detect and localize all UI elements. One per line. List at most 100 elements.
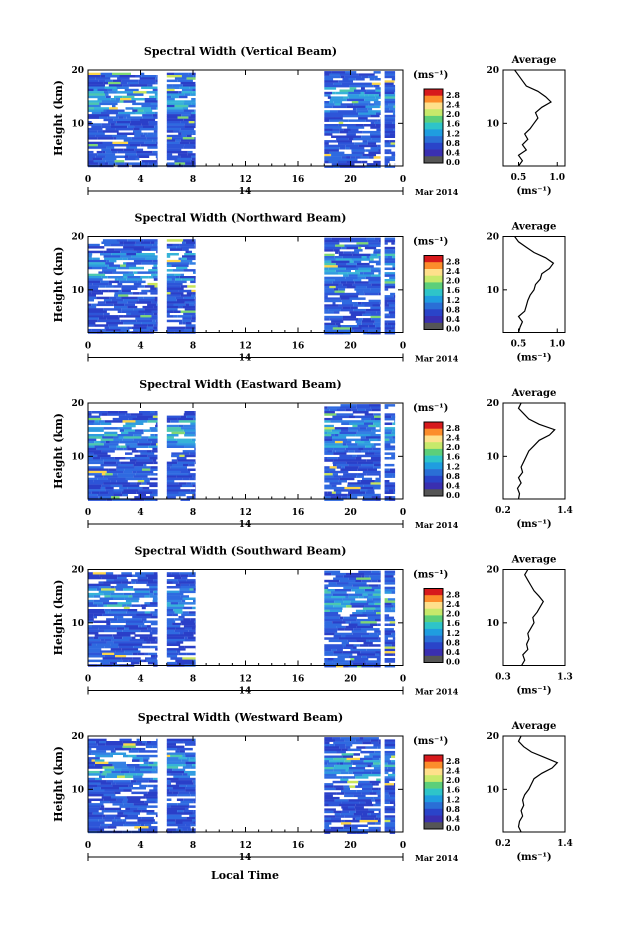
x-tick-label: 0 [400, 841, 406, 851]
heatmap-cell [166, 141, 180, 145]
heatmap-cell [104, 807, 122, 811]
avg-x-tick-label: 1.0 [549, 340, 565, 350]
heatmap-cell [360, 480, 375, 483]
heatmap-cell [341, 584, 353, 587]
heatmap-cell [378, 739, 381, 742]
heatmap-cell [391, 602, 396, 606]
x-tick-label: 0 [85, 508, 91, 518]
heatmap-cell [92, 157, 103, 161]
heatmap-cell [341, 82, 354, 86]
heatmap-cell [110, 592, 124, 596]
heatmap-cell [145, 257, 158, 261]
heatmap-cell [384, 267, 393, 270]
heatmap-cell [184, 645, 196, 649]
heatmap-cell [166, 440, 178, 444]
heatmap-cell [128, 659, 144, 663]
heatmap-cell [192, 627, 196, 630]
heatmap-cell [324, 760, 330, 763]
heatmap-cell [341, 246, 347, 250]
heatmap-cell [389, 133, 396, 136]
heatmap-cell [144, 141, 156, 145]
heatmap-cell [374, 103, 381, 106]
heatmap-cell [332, 461, 347, 465]
heatmap-cell [343, 586, 359, 590]
heatmap-cell [384, 128, 394, 132]
heatmap-cell [99, 574, 118, 577]
heatmap-cell [324, 130, 331, 134]
heatmap-cell [111, 638, 130, 642]
heatmap-cell [138, 81, 156, 85]
heatmap-cell [88, 814, 103, 818]
heatmap-cell [105, 160, 115, 163]
heatmap-cell [166, 741, 184, 744]
unit-label: (ms⁻¹) [413, 570, 448, 581]
heatmap-cell [324, 147, 332, 150]
heatmap-cell [156, 107, 158, 110]
heatmap-cell [360, 292, 365, 296]
heatmap-cell [324, 457, 328, 460]
heatmap-cell [178, 305, 183, 309]
heatmap-cell [358, 246, 362, 250]
heatmap-cell [127, 489, 139, 492]
heatmap-cell [152, 613, 158, 617]
heatmap-cell [93, 787, 101, 790]
heatmap-cell [364, 605, 381, 608]
heatmap-cell [144, 638, 156, 642]
colorbar-swatch [424, 588, 443, 596]
heatmap-cell [148, 160, 158, 163]
average-title: Average [511, 388, 557, 399]
heatmap-cell [166, 282, 183, 286]
heatmap-cell [175, 659, 194, 663]
heatmap-cell [136, 613, 153, 617]
heatmap-cell [194, 239, 196, 242]
heatmap-cell [370, 315, 381, 319]
heatmap-cell [188, 72, 192, 76]
heatmap-cell [384, 484, 396, 488]
heatmap-cell [88, 322, 96, 325]
heatmap-cell [343, 600, 351, 603]
heatmap-cell [372, 757, 380, 761]
heatmap-cell [393, 491, 396, 494]
colorbar-swatch [424, 455, 443, 463]
heatmap-cell [356, 790, 373, 793]
heatmap-cell [88, 109, 104, 112]
heatmap-cell [384, 616, 395, 620]
heatmap-cell [116, 810, 120, 813]
heatmap-cell [125, 422, 144, 425]
heatmap-cell [351, 493, 363, 497]
heatmap-cell [130, 121, 149, 124]
heatmap-cell [95, 761, 109, 765]
colorbar-swatch [424, 302, 443, 310]
panel-title: Spectral Width (Southward Beam) [134, 545, 346, 558]
heatmap-cell [347, 126, 365, 129]
heatmap-cell [384, 427, 396, 430]
heatmap-cell [324, 267, 329, 270]
heatmap-cell [114, 766, 129, 769]
heatmap-cell [153, 761, 158, 765]
colorbar-frame [423, 421, 444, 497]
heatmap-cell [348, 130, 363, 134]
heatmap-cell [371, 445, 376, 448]
colorbar-tick-label: 2.8 [446, 90, 460, 100]
heatmap-cell [352, 612, 363, 615]
heatmap-cell [144, 823, 152, 827]
heatmap-cell [389, 438, 393, 442]
heatmap-cell [378, 272, 381, 275]
heatmap-cell [105, 814, 117, 818]
heatmap-cell [133, 782, 142, 785]
heatmap-cell [173, 775, 190, 778]
y-tick-label: 10 [71, 619, 84, 629]
heatmap-cell [125, 599, 131, 603]
heatmap-cell [191, 72, 196, 76]
heatmap-cell [88, 602, 94, 605]
heatmap-cell [334, 256, 343, 259]
heatmap-cell [131, 457, 150, 460]
heatmap-cell [384, 491, 394, 494]
heatmap-cell [192, 475, 196, 478]
heatmap-cell [104, 434, 118, 437]
heatmap-cell [166, 486, 181, 490]
heatmap-cell [99, 586, 111, 589]
heatmap-cell [88, 747, 92, 751]
heatmap-cell [182, 657, 196, 660]
heatmap-cell [88, 285, 100, 288]
